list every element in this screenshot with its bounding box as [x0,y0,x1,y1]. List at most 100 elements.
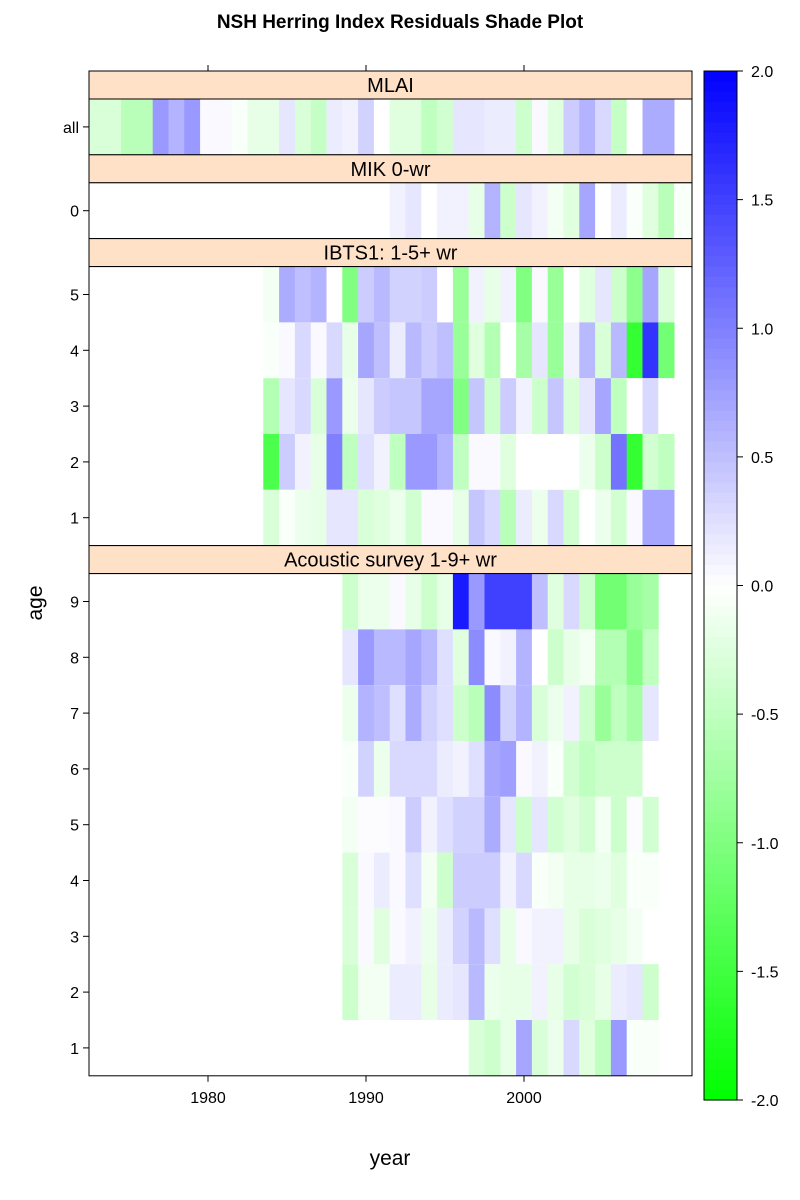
colorbar-swatch [704,554,737,566]
heat-cell [563,434,580,490]
heat-cell [531,322,549,379]
colorbar-swatch [704,431,737,443]
heat-cell [516,266,533,323]
heat-cell [342,489,359,546]
heat-cell [358,266,375,323]
heat-cell [484,182,501,239]
heat-cell [452,629,470,686]
heat-cell [484,266,501,323]
colorbar-swatch [704,914,737,926]
heat-cell [563,489,580,546]
heat-cell [516,434,533,490]
colorbar-swatch [704,122,737,134]
heat-cell [500,964,517,1020]
colorbar-swatch [704,853,737,864]
heat-cell [642,322,659,379]
heat-cell [484,629,501,686]
heat-cell [516,629,533,686]
heat-cell [531,796,549,853]
heat-cell [658,378,675,434]
heat-cell [310,378,327,434]
heat-cell [500,908,517,965]
heat-cell [405,908,422,965]
heat-cell [421,741,438,797]
heat-cell [389,908,406,965]
panel-0: MLAI all [63,65,693,156]
heat-cell [531,741,549,797]
heat-cell [389,741,406,797]
colorbar-swatch [704,307,737,319]
heat-cell [121,99,138,155]
colorbar-swatch [704,101,737,113]
heat-cell [342,796,359,853]
colorbar-swatch [704,194,737,206]
heat-cell [531,378,549,434]
colorbar-swatch [704,750,737,762]
heat-cell [405,629,422,686]
heat-cell [563,908,580,965]
heat-cell [405,685,422,741]
heat-cell [263,434,280,490]
heat-cell [626,434,643,490]
heat-cell [547,489,564,546]
colorbar-tick-label: 2.0 [751,64,773,81]
colorbar-swatch [704,801,737,813]
y-tick-label: 3 [70,399,79,416]
colorbar-swatch [704,842,737,854]
heat-cell [389,573,406,630]
colorbar-swatch [704,873,737,885]
heat-cell [358,99,375,155]
colorbar-swatch [704,143,737,154]
heat-cell [358,378,375,434]
colorbar-swatch [704,225,737,237]
colorbar-swatch [704,606,737,617]
heat-cell [421,964,438,1020]
colorbar-swatch [704,389,737,401]
heat-cell [626,1020,643,1076]
heat-cell [342,685,359,741]
heat-cell [579,99,596,155]
colorbar-swatch [704,1017,737,1029]
heat-cell [610,99,628,155]
heat-cell [484,796,501,853]
heat-cell [279,434,296,490]
colorbar-swatch [704,904,737,916]
heat-cell [437,796,454,853]
colorbar-swatch [704,462,737,473]
heat-cell [342,434,359,490]
heat-cell [563,685,580,741]
heat-cell [468,685,485,741]
heat-cell [516,852,533,909]
y-tick-label: 2 [70,455,79,472]
heat-cell [389,796,406,853]
heat-cell [358,434,375,490]
heat-cell [626,573,643,630]
heat-cell [358,796,375,853]
heat-cell [595,852,612,909]
colorbar-swatch [704,770,737,782]
colorbar-swatch [704,215,737,226]
colorbar-swatch [704,348,737,360]
colorbar-swatch [704,1079,737,1091]
heat-cell [358,852,375,909]
colorbar-swatch [704,523,737,535]
y-tick-label: 0 [70,204,79,221]
heat-cell [373,908,391,965]
heat-cell [500,182,517,239]
heat-cell [437,741,454,797]
heat-cell [626,908,643,965]
heat-cell [389,182,406,239]
heat-cell [358,573,375,630]
heat-cell [373,489,391,546]
colorbar-swatch [704,626,737,638]
heat-cell [484,322,501,379]
heat-cell [421,573,438,630]
heat-cell [484,489,501,546]
heat-cell [468,741,485,797]
colorbar-swatch [704,420,737,432]
heat-cell [215,99,233,155]
colorbar-swatch [704,153,737,165]
colorbar-swatch [704,410,737,422]
heat-cell [642,629,659,686]
heat-cell [484,99,501,155]
